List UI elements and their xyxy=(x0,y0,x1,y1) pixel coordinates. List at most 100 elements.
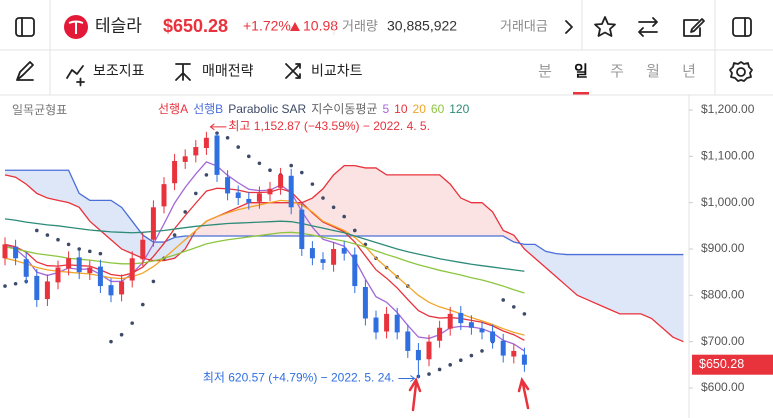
panel-toggle[interactable] xyxy=(732,17,752,37)
period-tab[interactable]: 일 xyxy=(574,63,588,80)
period-tab[interactable]: 년 xyxy=(682,63,696,80)
user-arrow xyxy=(408,377,422,412)
cloud xyxy=(375,167,387,237)
period-tab[interactable]: 분 xyxy=(538,63,552,80)
sar-dot xyxy=(77,247,81,251)
stock-name: 테슬라 xyxy=(95,16,142,35)
sidebar-toggle[interactable] xyxy=(15,17,35,37)
legend-item: 10 xyxy=(394,102,408,116)
annotation: 최저 620.57 (+4.79%) − 2022. 5. 24. xyxy=(203,371,395,385)
cloud xyxy=(460,197,472,237)
candle-body xyxy=(34,275,40,300)
cloud xyxy=(248,202,260,237)
sar-dot xyxy=(321,196,325,200)
change: 10.98 xyxy=(303,18,338,34)
sar-dot xyxy=(119,332,124,337)
y-tick-label: $700.00 xyxy=(701,334,745,348)
indicator-line xyxy=(4,187,525,341)
sar-dot xyxy=(480,349,484,353)
settings-button[interactable] xyxy=(729,61,753,82)
candle-body xyxy=(256,193,262,202)
cloud xyxy=(386,174,398,237)
candle-body xyxy=(437,327,443,341)
candle-body xyxy=(225,177,231,194)
candle-body xyxy=(161,184,167,207)
cloud xyxy=(651,254,663,329)
cloud xyxy=(354,165,366,237)
sar-dot xyxy=(3,284,7,288)
sar-dot xyxy=(66,242,71,247)
user-arrow xyxy=(517,377,530,410)
indicator-title: 일목균형표 xyxy=(12,103,67,117)
candle-body xyxy=(362,286,368,319)
cloud xyxy=(630,254,642,315)
candle-body xyxy=(394,314,400,333)
period-tab[interactable]: 월 xyxy=(646,63,660,80)
tool-button[interactable]: 비교차트 xyxy=(311,63,363,79)
sar-dot xyxy=(45,233,50,237)
candle-body xyxy=(267,188,273,195)
sar-dot xyxy=(247,154,251,159)
indicator-line xyxy=(4,231,525,294)
annotation: 최고 1,152.87 (−43.59%) − 2022. 4. 5. xyxy=(228,119,430,133)
candle-body xyxy=(479,328,485,333)
candle-body xyxy=(288,175,294,208)
sar-dot xyxy=(268,168,272,173)
sar-dot xyxy=(342,214,347,219)
favorite-button[interactable] xyxy=(594,16,616,37)
candle-body xyxy=(87,267,93,274)
y-tick-label: $1,200.00 xyxy=(701,102,755,116)
period-tab[interactable]: 주 xyxy=(610,63,624,80)
candle-body xyxy=(214,135,220,175)
candle-body xyxy=(129,258,135,281)
scroll-right[interactable] xyxy=(565,20,573,34)
candle-body xyxy=(309,248,315,259)
edit-button[interactable] xyxy=(683,18,705,37)
cloud xyxy=(269,202,281,237)
candle-body xyxy=(405,331,411,351)
candle-body xyxy=(119,281,125,295)
sar-dot xyxy=(310,182,315,186)
legend-item: 5 xyxy=(382,102,389,116)
candle-body xyxy=(331,249,337,265)
tool-button[interactable]: 매매전략 xyxy=(202,63,254,79)
legend-item: 20 xyxy=(413,102,427,116)
indicator-line xyxy=(4,218,525,272)
candle-body xyxy=(458,312,464,324)
strategy-icon xyxy=(175,63,191,81)
indicator-line xyxy=(5,169,684,256)
cloud xyxy=(280,202,292,237)
sar-dot xyxy=(183,210,187,214)
cloud xyxy=(396,174,409,237)
sar-dot xyxy=(427,372,431,376)
swap-button[interactable] xyxy=(638,17,658,37)
sar-dot xyxy=(512,305,516,309)
compare-icon xyxy=(285,63,301,79)
price-tag-label: $650.28 xyxy=(699,357,744,371)
candle-body xyxy=(426,341,432,360)
candle-body xyxy=(172,160,178,184)
candle-body xyxy=(66,258,72,269)
draw-tool[interactable] xyxy=(16,61,34,81)
y-tick-label: $900.00 xyxy=(701,241,745,255)
annotation-arrow xyxy=(209,123,227,131)
cloud xyxy=(439,174,451,237)
legend-item: 선행B xyxy=(193,101,223,116)
cloud xyxy=(407,174,419,237)
sar-dot xyxy=(225,136,230,140)
amount-label: 거래대금 xyxy=(500,18,548,33)
cloud xyxy=(259,202,271,237)
sar-dot xyxy=(194,191,198,196)
candle-body xyxy=(2,244,8,259)
up-triangle xyxy=(290,22,300,31)
tool-button[interactable]: 보조지표 xyxy=(93,63,145,79)
cloud xyxy=(608,254,621,315)
candle-body xyxy=(235,192,241,199)
candle-body xyxy=(447,313,453,329)
legend-item: Parabolic SAR xyxy=(228,102,306,116)
sar-dot xyxy=(109,339,113,344)
candle-body xyxy=(150,207,156,240)
sar-dot xyxy=(469,353,474,358)
sar-dot xyxy=(151,279,156,284)
